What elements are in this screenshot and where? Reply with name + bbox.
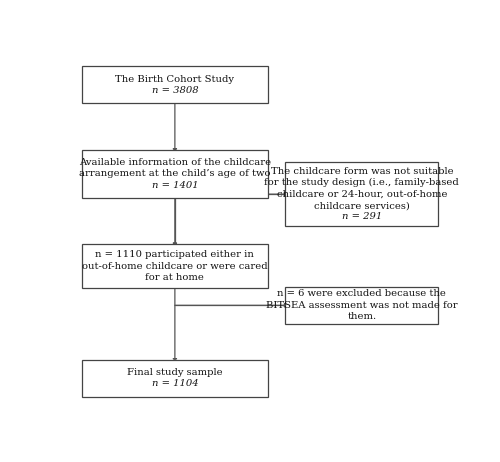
- Text: childcare or 24-hour, out-of-home: childcare or 24-hour, out-of-home: [276, 190, 447, 199]
- Text: arrangement at the child’s age of two: arrangement at the child’s age of two: [79, 169, 270, 178]
- Text: n = 3808: n = 3808: [152, 86, 198, 95]
- Text: BITSEA assessment was not made for: BITSEA assessment was not made for: [266, 301, 458, 310]
- Text: for the study design (i.e., family-based: for the study design (i.e., family-based: [264, 178, 459, 188]
- FancyBboxPatch shape: [82, 359, 268, 397]
- Text: n = 1110 participated either in: n = 1110 participated either in: [96, 250, 254, 259]
- Text: n = 6 were excluded because the: n = 6 were excluded because the: [278, 290, 446, 298]
- Text: n = 1401: n = 1401: [152, 181, 198, 189]
- Text: n = 1104: n = 1104: [152, 379, 198, 389]
- Text: childcare services): childcare services): [314, 201, 410, 210]
- Text: them.: them.: [348, 312, 376, 321]
- FancyBboxPatch shape: [82, 150, 268, 198]
- Text: for at home: for at home: [146, 273, 204, 282]
- Text: out-of-home childcare or were cared: out-of-home childcare or were cared: [82, 261, 268, 271]
- Text: The Birth Cohort Study: The Birth Cohort Study: [116, 74, 234, 84]
- FancyBboxPatch shape: [82, 66, 268, 103]
- Text: Final study sample: Final study sample: [127, 368, 222, 377]
- Text: n = 291: n = 291: [342, 213, 382, 221]
- FancyBboxPatch shape: [82, 244, 268, 288]
- FancyBboxPatch shape: [286, 162, 438, 226]
- Text: The childcare form was not suitable: The childcare form was not suitable: [270, 167, 453, 176]
- Text: Available information of the childcare: Available information of the childcare: [79, 158, 271, 167]
- FancyBboxPatch shape: [286, 286, 438, 324]
